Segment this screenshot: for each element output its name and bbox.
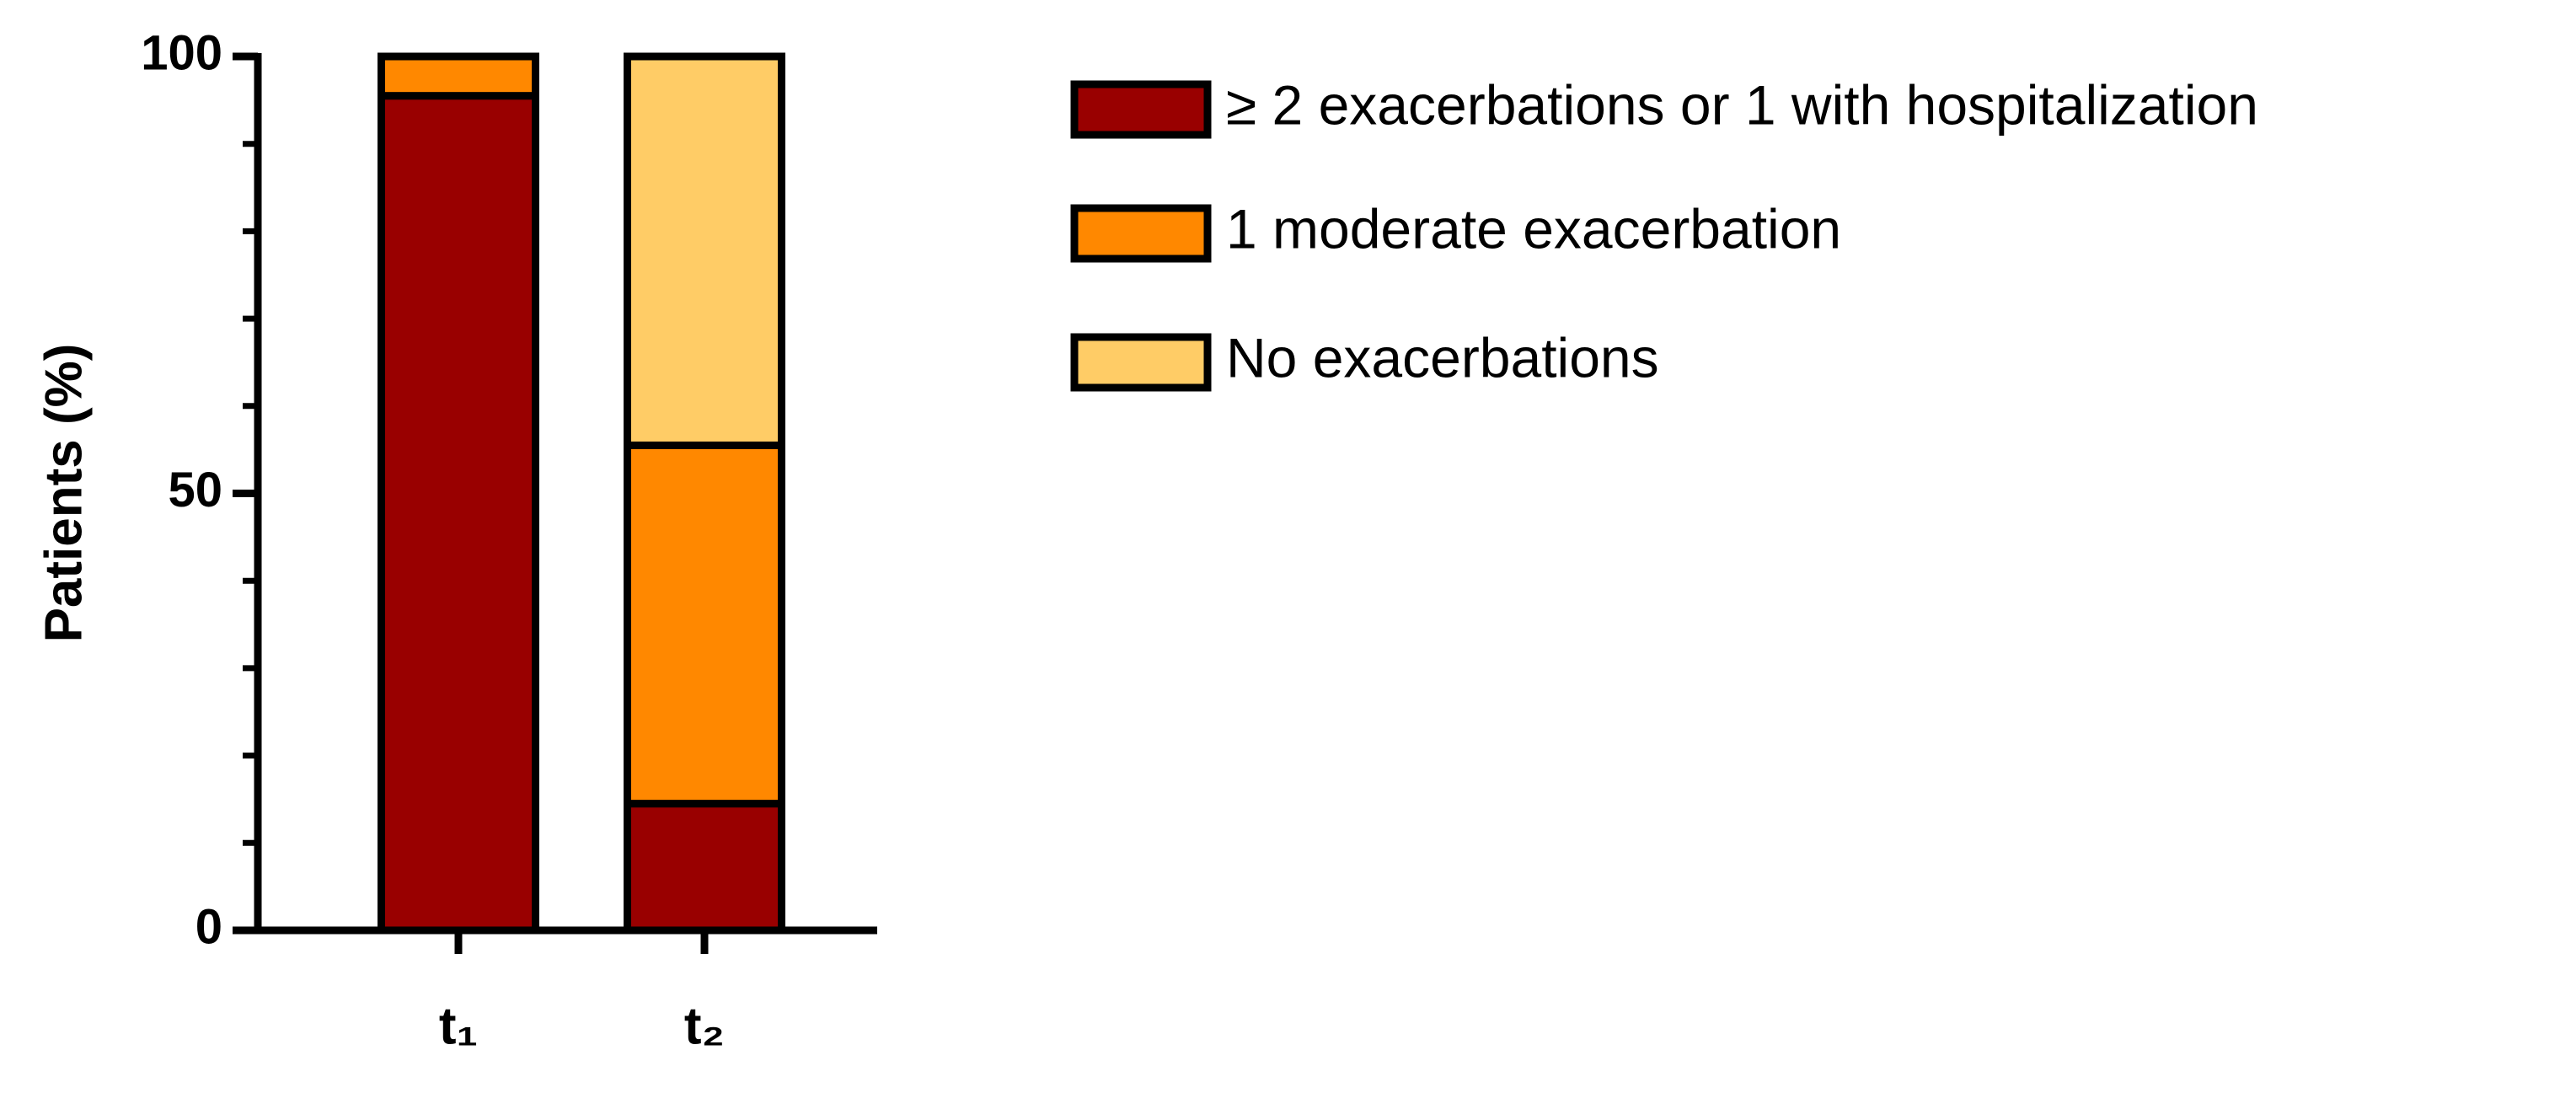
y-axis-label: Patients (%) xyxy=(35,344,93,643)
x-tick-label: t₁ xyxy=(439,997,478,1055)
x-tick-label: t₂ xyxy=(684,997,725,1055)
y-tick-label: 100 xyxy=(141,25,222,80)
legend-label: ≥ 2 exacerbations or 1 with hospitalizat… xyxy=(1226,73,2258,136)
legend-label: 1 moderate exacerbation xyxy=(1226,197,1841,260)
bar-segment xyxy=(624,441,785,808)
y-tick-label: 0 xyxy=(195,899,222,954)
legend-label: No exacerbations xyxy=(1226,326,1659,388)
bar-segment xyxy=(624,800,785,935)
y-tick-label: 50 xyxy=(168,463,222,517)
legend-swatch xyxy=(1070,80,1212,139)
bar-segment xyxy=(624,52,785,449)
bar-segment xyxy=(378,92,539,935)
legend-swatch xyxy=(1070,333,1212,392)
bar-segment xyxy=(378,52,539,100)
legend-swatch xyxy=(1070,204,1212,263)
